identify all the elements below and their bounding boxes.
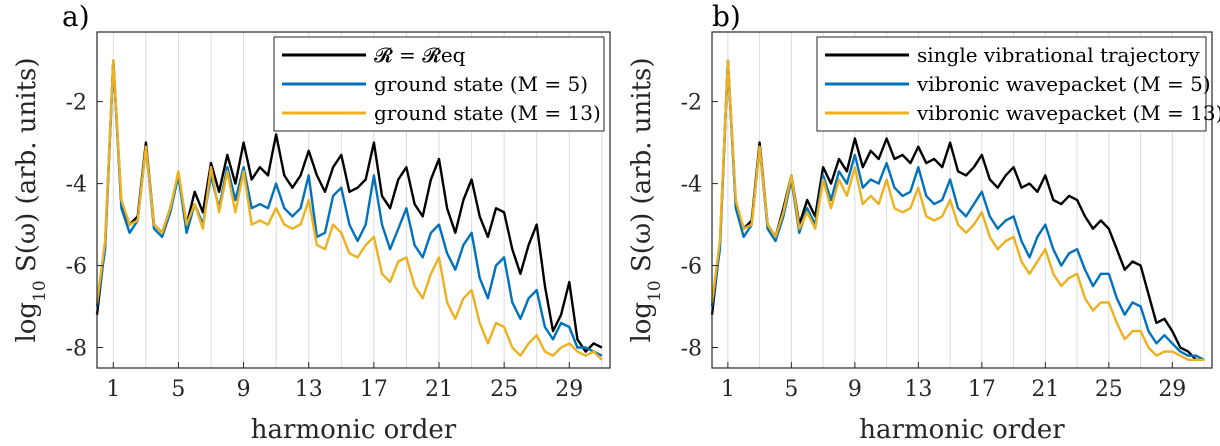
panel-b: b) 1 5 9 13 17 21 25 29-8-6-4-2 harmonic order … bbox=[627, 0, 1220, 445]
legend-label-b-1: single vibrational trajectory bbox=[917, 43, 1200, 67]
y-axis-label-b: log10 S(ω) (arb. units) bbox=[627, 57, 665, 342]
x-tick-label-a-21: 21 bbox=[425, 377, 453, 402]
y-tick-label-a-2: -2 bbox=[66, 91, 87, 116]
x-tick-label-a-25: 25 bbox=[490, 377, 518, 402]
legend-label-a-3: ground state (M = 13) bbox=[374, 101, 601, 125]
y-tick-label-b-6: -6 bbox=[681, 255, 702, 280]
x-tick-label-a-1: 1 bbox=[106, 377, 120, 402]
ticks-b: 1 5 9 13 17 21 25 29 -8 -6 -4 -2 bbox=[681, 91, 1187, 402]
panel-label-a: a) bbox=[62, 0, 90, 33]
x-tick-label-b-17: 17 bbox=[968, 377, 996, 402]
y-tick-label-a-4: -4 bbox=[66, 173, 87, 198]
y-axis-label-prefix-b: log bbox=[627, 302, 657, 343]
x-tick-label-a-5: 5 bbox=[171, 377, 185, 402]
x-tick-label-a-29: 29 bbox=[555, 377, 583, 402]
x-tick-label-b-9: 9 bbox=[848, 377, 862, 402]
panel-label-b: b) bbox=[712, 0, 741, 33]
series-group-a bbox=[95, 59, 603, 361]
plot-frame-b bbox=[711, 31, 1213, 369]
legend-label-b-3: vibronic wavepacket (M = 13) bbox=[916, 101, 1220, 125]
x-tick-label-b-29: 29 bbox=[1158, 377, 1186, 402]
x-tick-label-b-25: 25 bbox=[1095, 377, 1123, 402]
x-tick-label-a-17: 17 bbox=[360, 377, 388, 402]
y-tick-label-a-6: -6 bbox=[66, 255, 87, 280]
x-axis-label-a: harmonic order bbox=[251, 415, 457, 445]
y-axis-label-sub-a: 10 bbox=[30, 280, 50, 302]
legend-label-a-1: 𝓡 = 𝓡eq bbox=[374, 43, 466, 67]
x-tick-label-a-9: 9 bbox=[237, 377, 251, 402]
x-tick-label-b-1: 1 bbox=[721, 377, 735, 402]
x-tick-label-b-21: 21 bbox=[1031, 377, 1059, 402]
panel-a: a) 1 5 9 13 17 21 25 29-8-6-4-2 harmonic order … bbox=[12, 0, 611, 445]
y-tick-label-a-8: -8 bbox=[66, 337, 87, 362]
x-tick-label-b-13: 13 bbox=[904, 377, 932, 402]
legend-label-b-2: vibronic wavepacket (M = 5) bbox=[916, 72, 1211, 96]
y-axis-label-a: log10 S(ω) (arb. units) bbox=[12, 57, 50, 342]
plot-frame-a bbox=[96, 31, 611, 369]
x-axis-label-b: harmonic order bbox=[859, 415, 1065, 445]
legend-b: single vibrational trajectory vibronic w… bbox=[816, 36, 1220, 132]
x-tick-label-b-5: 5 bbox=[784, 377, 798, 402]
y-axis-label-rest-a: S(ω) (arb. units) bbox=[12, 57, 42, 280]
legend-a: 𝓡 = 𝓡eq ground state (M = 5) ground stat… bbox=[273, 36, 605, 132]
y-axis-label-sub-b: 10 bbox=[645, 280, 665, 302]
series-line-b-3 bbox=[710, 59, 1205, 361]
y-tick-label-b-8: -8 bbox=[681, 337, 702, 362]
x-tick-label-a-13: 13 bbox=[295, 377, 323, 402]
series-line-a-3 bbox=[95, 59, 603, 361]
y-axis-label-prefix-a: log bbox=[12, 302, 42, 343]
legend-label-a-2: ground state (M = 5) bbox=[374, 72, 588, 96]
y-tick-label-b-4: -4 bbox=[681, 173, 702, 198]
y-tick-label-b-2: -2 bbox=[681, 91, 702, 116]
series-group-b bbox=[710, 59, 1205, 361]
y-axis-label-rest-b: S(ω) (arb. units) bbox=[627, 57, 657, 280]
ticks-a: 1 5 9 13 17 21 25 29 -8 -6 -4 -2 bbox=[66, 91, 584, 402]
